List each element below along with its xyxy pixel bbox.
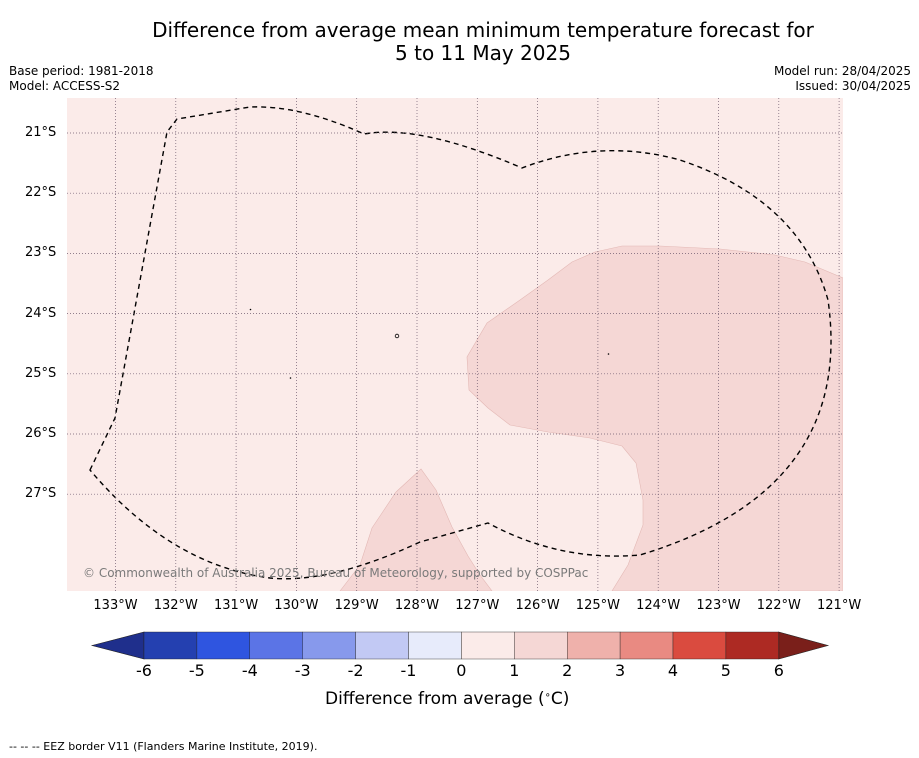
- longitude-label: 129°W: [334, 598, 379, 613]
- base-period: Base period: 1981-2018: [9, 64, 154, 78]
- longitude-label: 124°W: [636, 598, 681, 613]
- island-marker: [394, 333, 400, 339]
- eez-border: [89, 106, 832, 580]
- latitude-label: 27°S: [25, 486, 57, 502]
- colorbar-segment: [619, 631, 674, 660]
- colorbar-tick-label: 0: [456, 661, 467, 680]
- longitude-label: 128°W: [394, 598, 440, 613]
- longitude-label: 133°W: [93, 598, 138, 613]
- colorbar-extend-low: [90, 631, 145, 660]
- colorbar-segment: [567, 631, 621, 660]
- latitude-label: 25°S: [25, 365, 57, 381]
- colorbar-tick-label: -3: [294, 661, 311, 680]
- colorbar-tick-label: 3: [615, 661, 626, 680]
- colorbar-tick-label: 5: [720, 661, 731, 680]
- eez-legend: -- -- -- EEZ border V11 (Flanders Marine…: [9, 740, 318, 753]
- model-run: Model run: 28/04/2025: [773, 64, 911, 78]
- colorbar-segment: [196, 631, 250, 660]
- colorbar-tick-label: 4: [667, 661, 679, 680]
- longitude-label: 131°W: [214, 598, 259, 613]
- colorbar-label: Difference from average (∘C): [325, 689, 570, 709]
- anomaly-region-east: [466, 245, 843, 591]
- colorbar-segment: [302, 631, 356, 660]
- title-line-1: Difference from average mean minimum tem…: [152, 18, 814, 42]
- colorbar-segment: [408, 631, 462, 660]
- island-marker: [289, 377, 292, 379]
- latitude-label: 23°S: [25, 245, 57, 261]
- island-marker: [607, 353, 610, 355]
- colorbar-segment: [249, 631, 303, 660]
- island-marker: [249, 308, 252, 311]
- title-line-2: 5 to 11 May 2025: [395, 41, 571, 65]
- longitude-label: 126°W: [515, 598, 560, 613]
- longitude-label: 125°W: [575, 598, 620, 613]
- latitude-label: 26°S: [25, 426, 57, 441]
- longitude-label: 132°W: [153, 598, 198, 613]
- longitude-label: 123°W: [696, 598, 741, 613]
- anomaly-region-south: [339, 468, 493, 591]
- colorbar-segment: [461, 631, 515, 660]
- colorbar-tick-label: -1: [400, 661, 417, 680]
- colorbar-tick-label: 1: [509, 661, 520, 680]
- model-name: Model: ACCESS-S2: [9, 79, 121, 93]
- colorbar-segment: [514, 631, 568, 660]
- graticule: [67, 98, 843, 591]
- colorbar-tick-label: -5: [188, 661, 205, 680]
- colorbar-segment: [355, 631, 409, 660]
- colorbar-tick-label: 2: [562, 661, 573, 680]
- latitude-label: 21°S: [25, 125, 57, 140]
- longitude-label: 122°W: [756, 598, 801, 613]
- colorbar-tick-label: 6: [773, 661, 784, 680]
- colorbar-segment: [143, 631, 198, 660]
- longitude-label: 130°W: [274, 598, 319, 613]
- colorbar-tick-label: -6: [136, 661, 152, 680]
- copyright-notice: © Commonwealth of Australia 2025, Bureau…: [83, 566, 589, 580]
- colorbar-extend-high: [778, 631, 830, 660]
- longitude-label: 121°W: [817, 598, 862, 613]
- colorbar-tick-label: -4: [241, 661, 258, 680]
- colorbar-tick-label: -2: [347, 661, 364, 680]
- latitude-label: 24°S: [25, 305, 57, 321]
- latitude-label: 22°S: [25, 185, 57, 201]
- colorbar-segment: [725, 631, 780, 660]
- colorbar-segment: [672, 631, 727, 660]
- issued-date: Issued: 30/04/2025: [795, 79, 911, 93]
- longitude-label: 127°W: [455, 598, 500, 613]
